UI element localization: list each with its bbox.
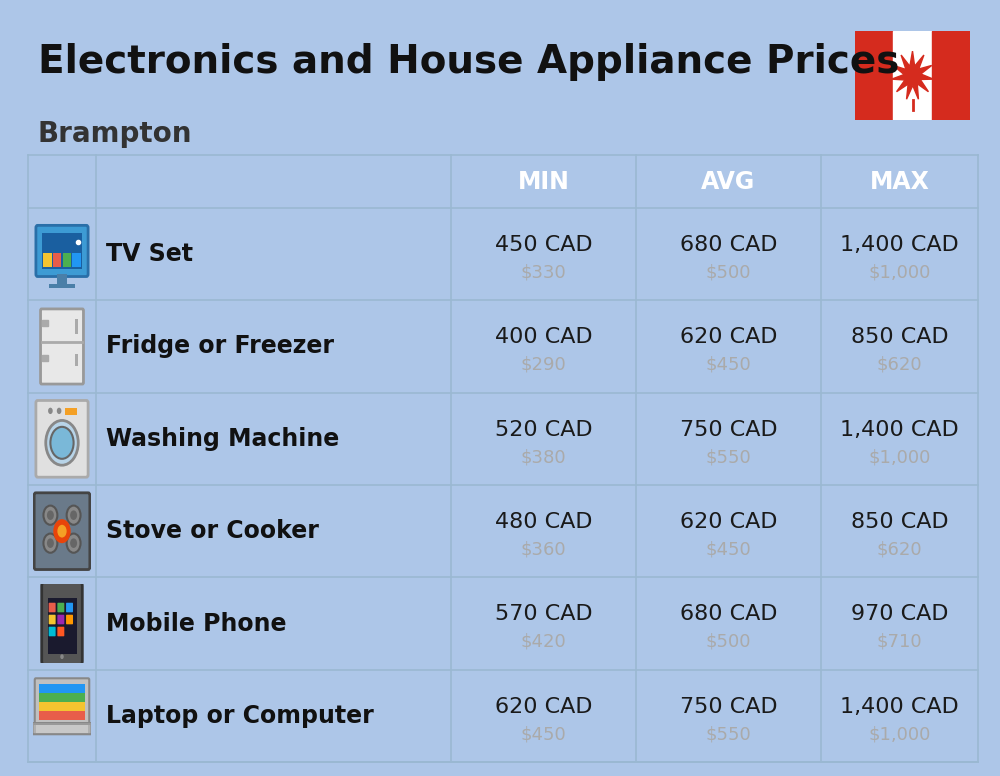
Circle shape [70,511,77,520]
Text: 850 CAD: 850 CAD [851,327,948,347]
Text: $450: $450 [521,726,566,743]
FancyBboxPatch shape [49,615,56,625]
Text: Laptop or Computer: Laptop or Computer [106,704,374,728]
Bar [65,408,76,415]
Circle shape [70,539,77,548]
Bar [42,234,82,268]
Bar [43,252,52,267]
FancyBboxPatch shape [35,678,89,726]
Circle shape [47,511,54,520]
Text: $330: $330 [521,264,566,282]
Circle shape [57,407,61,414]
Bar [39,684,85,720]
Circle shape [43,506,57,525]
Bar [63,252,71,267]
Text: $1,000: $1,000 [868,726,931,743]
Text: Brampton: Brampton [38,120,192,148]
Circle shape [67,506,81,525]
FancyBboxPatch shape [32,723,92,734]
Text: 1,400 CAD: 1,400 CAD [840,420,959,439]
FancyBboxPatch shape [36,400,88,477]
FancyBboxPatch shape [57,603,64,612]
Text: $620: $620 [877,356,922,374]
Text: $550: $550 [706,726,751,743]
Circle shape [53,519,71,543]
Text: Stove or Cooker: Stove or Cooker [106,519,319,543]
Bar [49,284,75,288]
Text: 850 CAD: 850 CAD [851,512,948,532]
Circle shape [48,407,53,414]
Text: 1,400 CAD: 1,400 CAD [840,697,959,716]
Bar [75,318,78,334]
Circle shape [46,421,78,465]
Bar [57,274,67,285]
Text: TV Set: TV Set [106,242,193,266]
Text: 480 CAD: 480 CAD [495,512,592,532]
Circle shape [57,525,67,538]
Text: MIN: MIN [518,170,569,193]
FancyBboxPatch shape [49,627,56,636]
Text: $380: $380 [521,449,566,466]
Bar [39,711,85,720]
Text: 620 CAD: 620 CAD [495,697,592,716]
Text: AVG: AVG [701,170,756,193]
Bar [33,722,91,725]
Bar [39,684,85,693]
Text: 970 CAD: 970 CAD [851,605,948,624]
Text: $500: $500 [706,264,751,282]
Text: Electronics and House Appliance Prices: Electronics and House Appliance Prices [38,43,899,81]
Text: Washing Machine: Washing Machine [106,427,339,451]
Text: $500: $500 [706,633,751,651]
Text: $450: $450 [706,541,751,559]
Text: $360: $360 [521,541,566,559]
Text: 750 CAD: 750 CAD [680,697,777,716]
Text: Fridge or Freezer: Fridge or Freezer [106,334,334,359]
FancyBboxPatch shape [34,493,90,570]
Text: 620 CAD: 620 CAD [680,327,777,347]
Bar [39,693,85,702]
Polygon shape [892,51,933,99]
Text: Mobile Phone: Mobile Phone [106,611,287,636]
Circle shape [60,654,64,659]
FancyBboxPatch shape [36,225,88,276]
Text: 570 CAD: 570 CAD [495,605,592,624]
Circle shape [47,539,54,548]
Bar [48,598,76,654]
Bar [75,355,78,366]
Text: $710: $710 [877,633,922,651]
FancyBboxPatch shape [41,309,83,384]
Text: 680 CAD: 680 CAD [680,605,777,624]
FancyBboxPatch shape [66,603,73,612]
Text: 680 CAD: 680 CAD [680,235,777,255]
FancyBboxPatch shape [57,627,64,636]
Text: $620: $620 [877,541,922,559]
Text: 400 CAD: 400 CAD [495,327,592,347]
Bar [893,31,932,120]
Circle shape [43,534,57,553]
Circle shape [67,534,81,553]
Text: $290: $290 [521,356,566,374]
Text: 750 CAD: 750 CAD [680,420,777,439]
Bar [53,252,61,267]
FancyBboxPatch shape [49,603,56,612]
Text: $550: $550 [706,449,751,466]
Text: $1,000: $1,000 [868,449,931,466]
Bar [36,726,88,733]
Text: 620 CAD: 620 CAD [680,512,777,532]
Text: MAX: MAX [870,170,929,193]
Text: 1,400 CAD: 1,400 CAD [840,235,959,255]
Text: 450 CAD: 450 CAD [495,235,592,255]
FancyBboxPatch shape [42,582,82,665]
Bar [932,31,970,120]
Text: $420: $420 [521,633,566,651]
FancyBboxPatch shape [66,615,73,625]
Bar [39,702,85,711]
Text: $450: $450 [706,356,751,374]
Text: $1,000: $1,000 [868,264,931,282]
Bar [72,252,81,267]
Bar [855,31,893,120]
Text: 520 CAD: 520 CAD [495,420,592,439]
FancyBboxPatch shape [57,615,64,625]
Circle shape [50,427,74,459]
